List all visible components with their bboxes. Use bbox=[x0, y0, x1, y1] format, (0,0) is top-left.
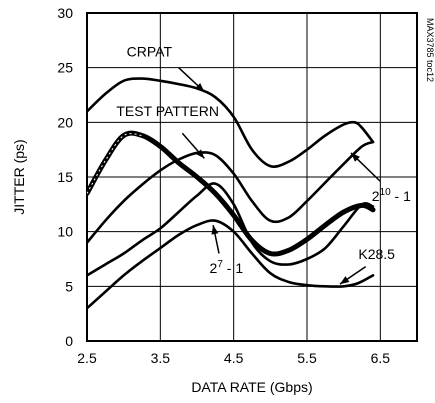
plot-area-frame bbox=[86, 12, 418, 342]
test-pattern-highlight bbox=[87, 133, 143, 194]
annotation-suffix: - 1 bbox=[391, 188, 411, 204]
series-lines bbox=[87, 77, 376, 310]
x-tick-label: 6.5 bbox=[371, 350, 391, 366]
annotation-label-2-7-minus-1: 27 - 1 bbox=[210, 259, 244, 276]
annotation-suffix: - 1 bbox=[223, 260, 243, 276]
annotation-exponent: 10 bbox=[380, 187, 392, 198]
annotation-arrowhead bbox=[351, 152, 360, 162]
y-tick-label: 10 bbox=[57, 224, 73, 240]
annotation-label-crpat: CRPAT bbox=[127, 44, 173, 60]
y-tick-label: 25 bbox=[57, 60, 73, 76]
x-tick-label: 2.5 bbox=[77, 350, 97, 366]
annotation-base: 2 bbox=[210, 260, 218, 276]
annotation-arrowhead bbox=[195, 149, 205, 159]
series-line-k28-5 bbox=[87, 219, 375, 310]
y-tick-label: 0 bbox=[65, 333, 73, 349]
annotation-exponent: 7 bbox=[217, 259, 223, 270]
x-tick-label: 5.5 bbox=[297, 350, 317, 366]
x-axis-label: DATA RATE (Gbps) bbox=[191, 379, 312, 395]
y-tick-label: 20 bbox=[57, 114, 73, 130]
annotation-label-k28-5: K28.5 bbox=[358, 246, 395, 262]
series-line-crpat bbox=[87, 77, 375, 168]
grid-lines bbox=[87, 13, 417, 341]
series-line-2-10-minus-1 bbox=[87, 140, 375, 244]
x-tick-label: 3.5 bbox=[151, 350, 171, 366]
annotation-base: 2 bbox=[372, 188, 380, 204]
y-axis-label: JITTER (ps) bbox=[11, 139, 27, 214]
annotation-arrowhead bbox=[195, 83, 205, 92]
series-line-2-7-minus-1 bbox=[87, 182, 375, 277]
annotation-label-2-10-minus-1: 210 - 1 bbox=[372, 187, 411, 204]
x-tick-label: 4.5 bbox=[224, 350, 244, 366]
y-tick-label: 5 bbox=[65, 278, 73, 294]
annotation-label-test-pattern: TEST PATTERN bbox=[116, 103, 219, 119]
part-number-watermark: MAX3785 toc12 bbox=[425, 18, 435, 82]
y-tick-label: 30 bbox=[57, 5, 73, 21]
x-tick-labels: 2.5 3.5 4.5 5.5 6.5 bbox=[77, 350, 390, 366]
annotation-arrowhead bbox=[340, 276, 350, 285]
series-line-test-pattern bbox=[87, 130, 376, 257]
y-tick-label: 15 bbox=[57, 169, 73, 185]
annotation-arrowhead bbox=[211, 225, 219, 235]
y-tick-labels: 0 5 10 15 20 25 30 bbox=[57, 5, 73, 349]
